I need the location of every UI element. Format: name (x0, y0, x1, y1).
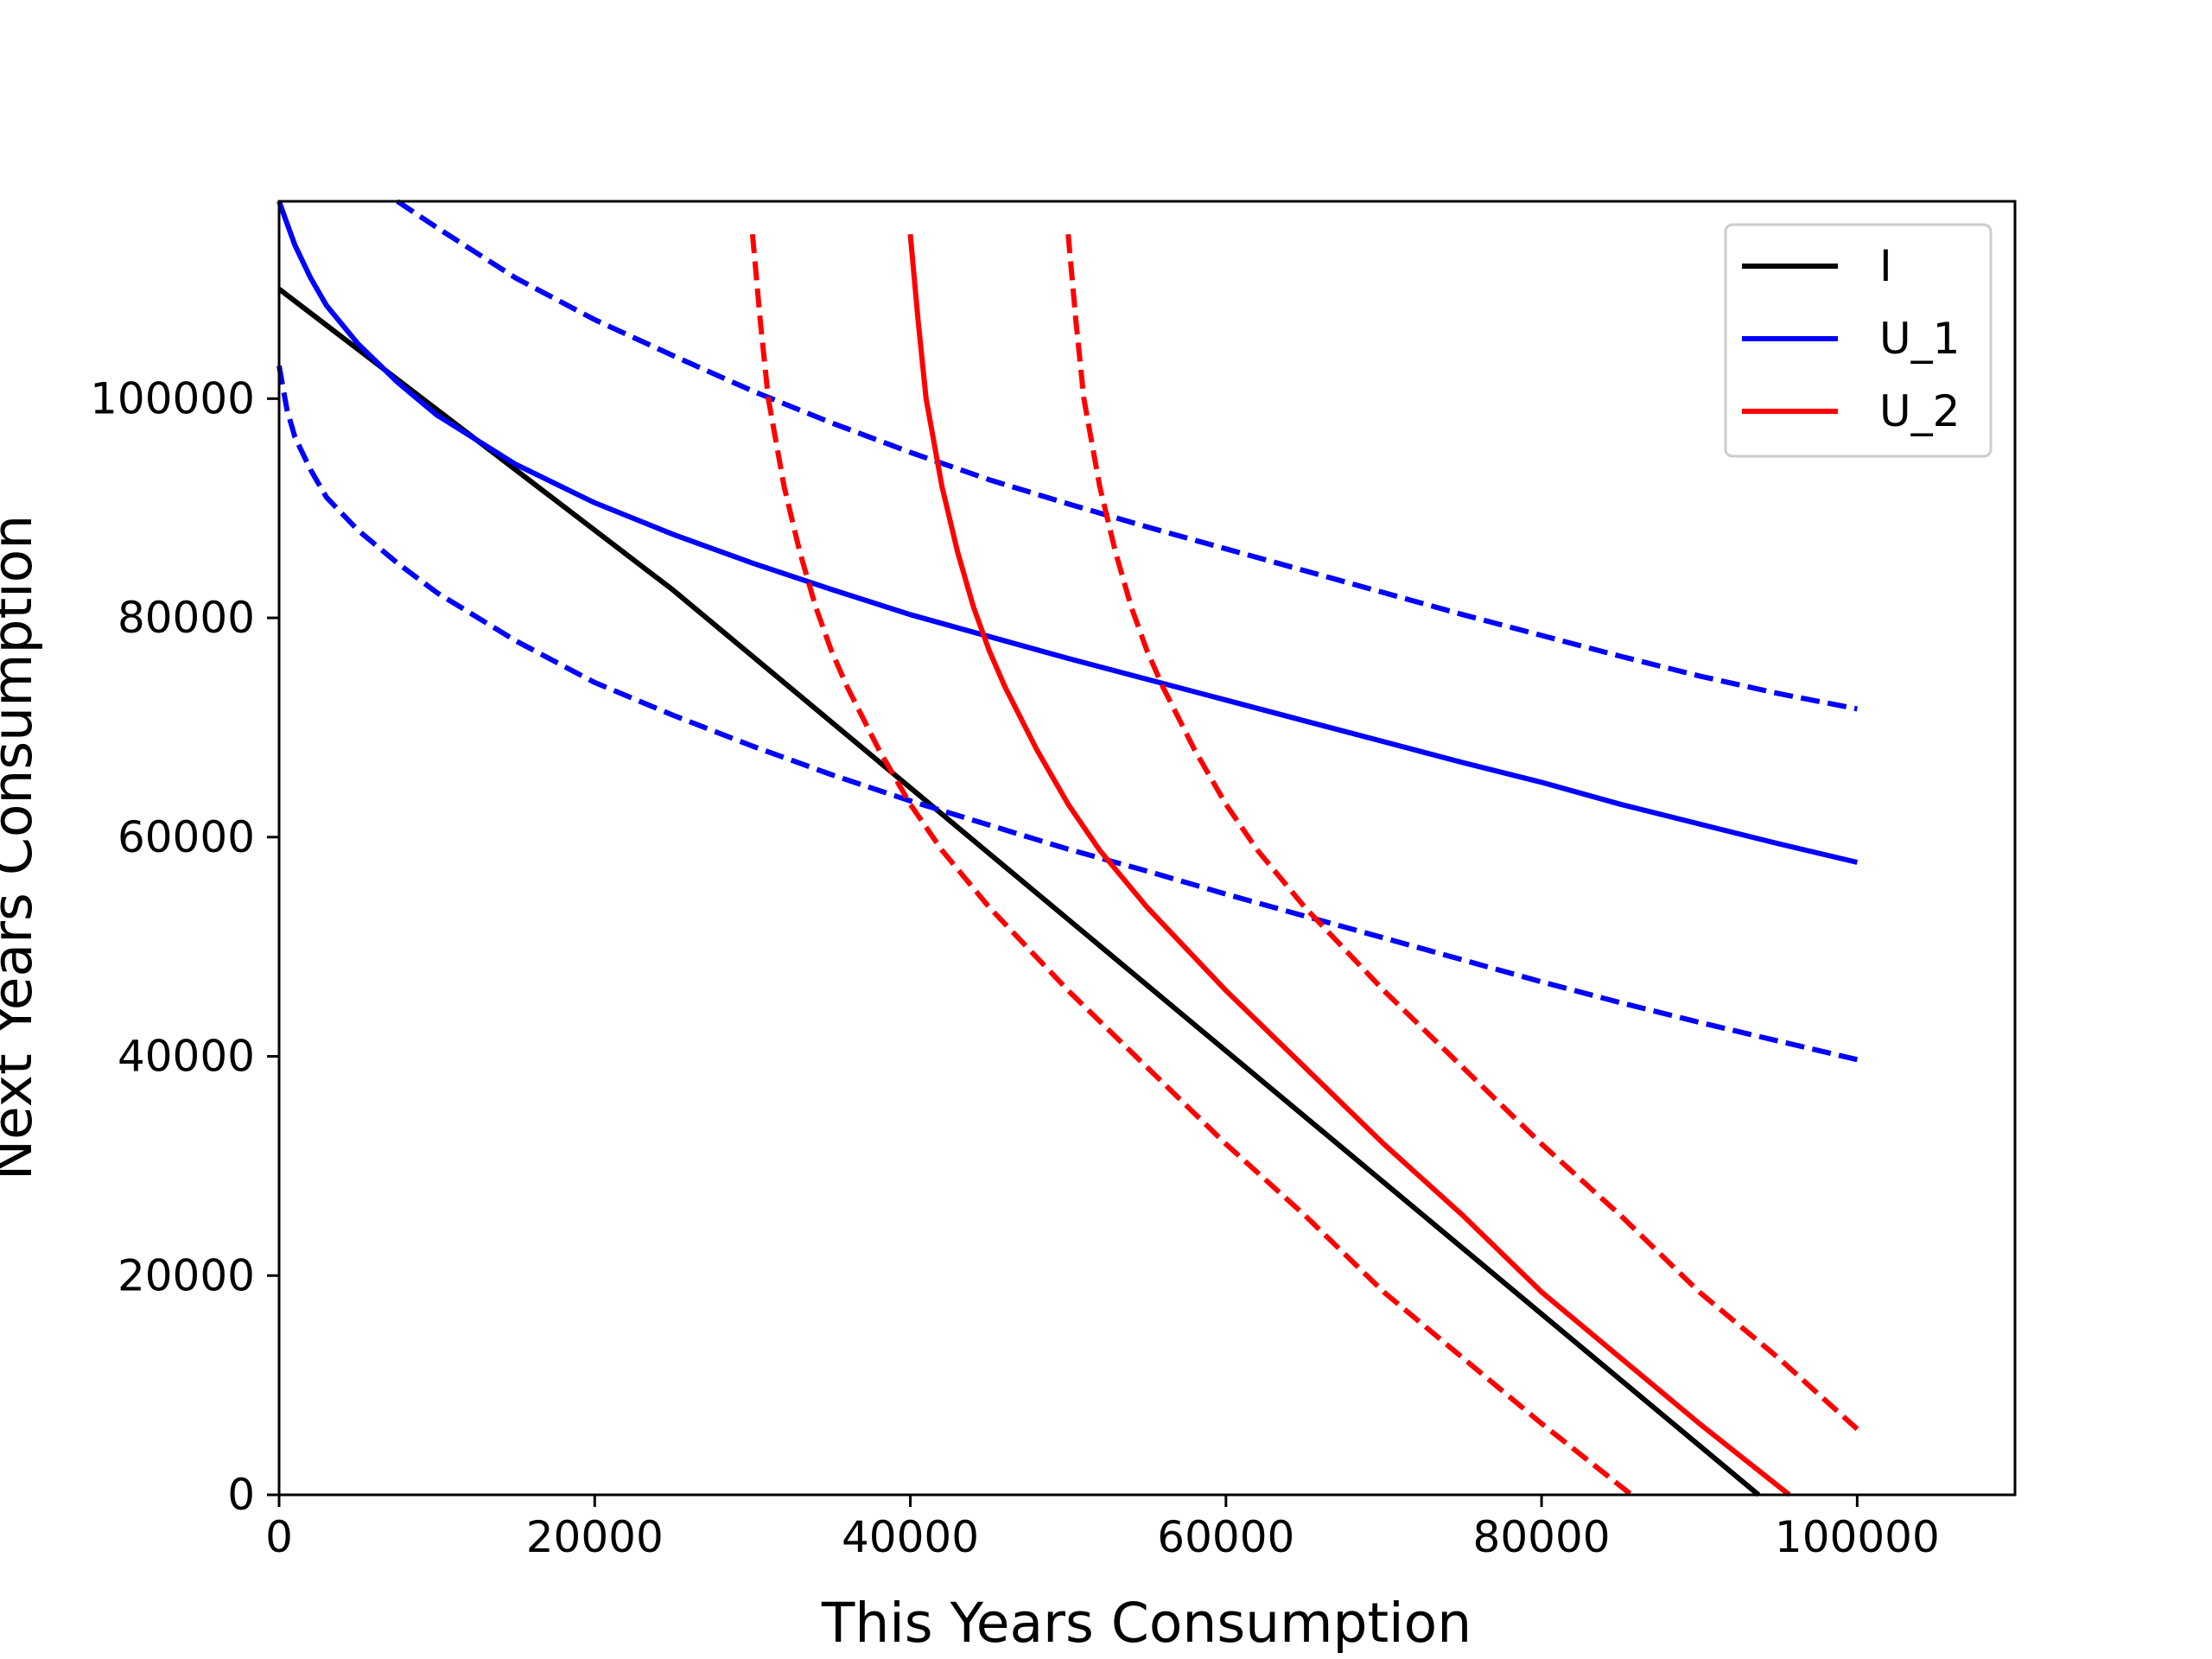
x-tick-label: 0 (265, 1512, 293, 1562)
y-tick-label: 80000 (118, 593, 255, 643)
legend-label: U_2 (1879, 386, 1960, 436)
series-line-u-2 (907, 233, 1791, 1497)
y-tick-label: 60000 (118, 812, 255, 862)
series-line-dashed-5 (749, 233, 1634, 1497)
y-axis-label: Next Years Consumption (0, 515, 44, 1180)
series-line-u-1 (276, 200, 1859, 865)
plot-area (276, 199, 1859, 1497)
x-axis-label: This Years Consumption (821, 1592, 1471, 1655)
series-line-i (277, 287, 1761, 1497)
legend-label: I (1879, 241, 1892, 291)
legend-box (1724, 223, 1993, 458)
y-tick-label: 40000 (118, 1032, 255, 1082)
y-tick-label: 20000 (118, 1250, 255, 1300)
plot-frame (277, 200, 2017, 1497)
x-tick-label: 40000 (842, 1512, 979, 1562)
x-tick-label: 100000 (1775, 1512, 1940, 1562)
y-axis: 0 20000 40000 60000 80000 100000 (90, 373, 279, 1520)
y-tick-label: 100000 (90, 373, 255, 423)
x-axis: 0 20000 40000 60000 80000 100000 (265, 1495, 1940, 1562)
series-line-dashed-6 (1065, 233, 1859, 1432)
x-tick-label: 80000 (1473, 1512, 1611, 1562)
series-line-dashed-3 (276, 365, 1859, 1063)
x-tick-label: 20000 (526, 1512, 664, 1562)
x-tick-label: 60000 (1157, 1512, 1294, 1562)
legend-label: U_1 (1879, 314, 1960, 364)
y-tick-label: 0 (227, 1470, 255, 1520)
legend: I U_1 U_2 (1724, 223, 1993, 458)
